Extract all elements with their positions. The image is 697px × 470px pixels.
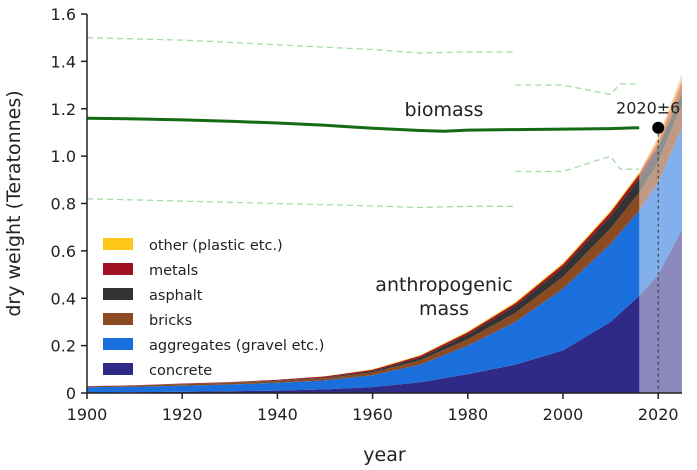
area-concrete (87, 229, 682, 393)
legend-label: bricks (149, 313, 192, 329)
biomass-lower-bound-recent (515, 155, 640, 173)
legend-label: concrete (149, 363, 212, 379)
axes: 1900 1920 1940 1960 1980 2000 2020 00.20.40.60… (51, 5, 682, 424)
y-tick-label: 0.8 (51, 195, 76, 214)
y-tick-label: 1.2 (51, 100, 76, 119)
x-tick-label: 2020 (638, 405, 679, 424)
y-ticks: 0 0.2 0.4 0.6 0.8 1.0 1.2 1.4 1.6 (51, 5, 87, 403)
biomass-upper-bound (86, 37, 516, 54)
legend-swatch (103, 313, 133, 325)
x-tick-label: 1900 (67, 405, 108, 424)
legend-label: asphalt (149, 288, 203, 304)
biomass-upper-bound-recent (515, 83, 640, 96)
y-tick-label: 1.0 (51, 147, 76, 166)
legend-label: aggregates (gravel etc.) (149, 338, 324, 354)
biomass-lines (86, 37, 640, 209)
legend-label: metals (149, 263, 198, 279)
x-tick-label: 2000 (543, 405, 584, 424)
legend-swatch (103, 338, 133, 350)
y-tick-label: 1.6 (51, 5, 76, 24)
biomass-lower-bound (86, 198, 516, 209)
y-tick-label: 1.4 (51, 52, 76, 71)
y-tick-label: 0.4 (51, 289, 76, 308)
x-ticks: 1900 1920 1940 1960 1980 2000 2020 (67, 393, 679, 424)
y-tick-label: 0 (66, 384, 76, 403)
legend-swatch (103, 263, 133, 275)
biomass-line (86, 116, 640, 133)
x-tick-label: 1940 (257, 405, 298, 424)
legend-swatch (103, 288, 133, 300)
x-tick-label: 1920 (162, 405, 203, 424)
stacked-areas (87, 79, 682, 393)
legend-swatch (103, 363, 133, 375)
area-aggregates (87, 127, 682, 393)
biomass-annotation: biomass (405, 99, 484, 121)
anthropogenic-annotation-line1: anthropogenic (375, 274, 512, 296)
projection-overlay (639, 74, 682, 394)
legend: other (plastic etc.) metals asphalt bricks a… (103, 238, 324, 379)
crossover-label: 2020±6 (616, 99, 680, 118)
anthropogenic-annotation-line2: mass (419, 298, 469, 320)
y-tick-label: 0.2 (51, 337, 76, 356)
legend-label: other (plastic etc.) (149, 238, 283, 254)
crossover-point (652, 121, 665, 134)
y-tick-label: 0.6 (51, 242, 76, 261)
x-axis-label: year (363, 444, 406, 466)
legend-swatch (103, 238, 133, 250)
x-tick-label: 1980 (447, 405, 488, 424)
y-axis-label: dry weight (Teratonnes) (3, 90, 25, 316)
projection-veil (639, 79, 682, 394)
x-tick-label: 1960 (352, 405, 393, 424)
